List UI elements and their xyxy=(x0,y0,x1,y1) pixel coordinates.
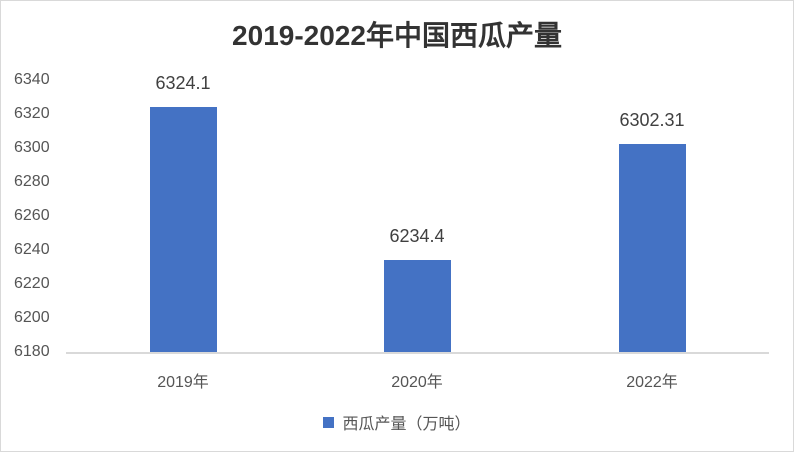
y-tick: 6180 xyxy=(14,343,50,360)
data-label: 6302.31 xyxy=(619,110,685,131)
bar-2019[interactable] xyxy=(149,107,217,352)
bar-2020[interactable] xyxy=(383,259,451,352)
legend-label: 西瓜产量（万吨） xyxy=(342,416,471,433)
y-tick: 6220 xyxy=(14,275,50,292)
x-tick: 2019年 xyxy=(157,374,209,391)
y-tick: 6280 xyxy=(14,173,50,190)
y-tick: 6260 xyxy=(14,207,50,224)
bar-2022[interactable] xyxy=(618,144,686,352)
legend-swatch-icon xyxy=(323,416,335,428)
x-axis-line xyxy=(66,352,769,354)
y-tick: 6300 xyxy=(14,139,50,156)
y-tick: 6340 xyxy=(14,71,50,88)
legend[interactable]: 西瓜产量（万吨） xyxy=(0,410,794,434)
data-label: 6234.4 xyxy=(389,225,445,246)
y-tick: 6200 xyxy=(14,309,50,326)
x-tick: 2022年 xyxy=(626,374,678,391)
y-tick: 6240 xyxy=(14,241,50,258)
y-tick: 6320 xyxy=(14,105,50,122)
chart-title: 2019-2022年中国西瓜产量 xyxy=(232,20,562,51)
x-tick: 2020年 xyxy=(391,374,443,391)
data-label: 6324.1 xyxy=(155,73,211,94)
